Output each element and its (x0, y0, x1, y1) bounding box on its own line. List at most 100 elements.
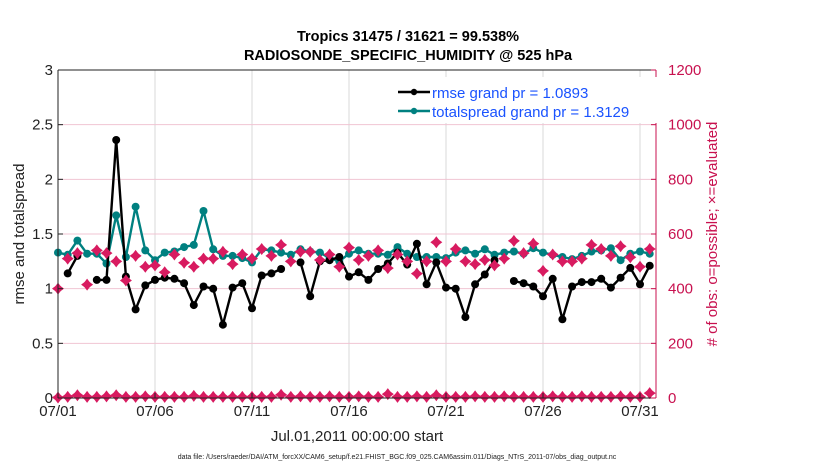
totalspread-point (315, 248, 324, 257)
obs-evaluated-point (129, 249, 142, 262)
rmse-point (587, 278, 596, 287)
rmse-point (180, 279, 189, 288)
obs-possible-point (478, 390, 491, 403)
legend-marker-totalspread (410, 107, 418, 115)
obs-possible-point (507, 390, 520, 403)
obs-evaluated-point (275, 238, 288, 251)
obs-possible-point (449, 390, 462, 403)
rmse-point (529, 282, 538, 291)
obs-possible-point (304, 390, 317, 403)
obs-evaluated-point (420, 255, 433, 268)
obs-evaluated-point (546, 248, 559, 261)
obs-possible-point (81, 390, 94, 403)
rmse-point (151, 275, 159, 284)
obs-evaluated-point (449, 243, 462, 256)
obs-evaluated-point (575, 252, 588, 265)
rmse-point (422, 280, 431, 289)
rmse-point (558, 315, 567, 324)
x-tick-label: 07/31 (621, 403, 659, 420)
obs-evaluated-point (478, 253, 491, 266)
obs-possible-point (527, 390, 540, 403)
totalspread-point (509, 247, 518, 256)
rmse-point (432, 258, 441, 267)
rmse-point (228, 283, 237, 292)
rmse-point (412, 239, 421, 248)
totalspread-point (383, 250, 392, 259)
obs-possible-point (110, 389, 123, 402)
obs-possible-point (139, 390, 152, 403)
rmse-line (96, 138, 282, 326)
obs-evaluated-point (624, 251, 637, 264)
obs-possible-point (216, 390, 229, 403)
obs-evaluated-point (381, 262, 394, 275)
rmse-point (131, 305, 140, 314)
rmse-point (267, 269, 276, 278)
obs-possible-point (313, 390, 326, 403)
obs-evaluated-point (498, 252, 511, 265)
y-right-tick-label: 1200 (668, 62, 701, 79)
obs-possible-point (459, 390, 472, 403)
rmse-point (626, 263, 635, 272)
rmse-point (597, 274, 606, 283)
obs-evaluated-point (313, 253, 326, 266)
obs-possible-point (71, 389, 84, 402)
obs-possible-point (614, 390, 627, 403)
grid (58, 70, 656, 398)
rmse-point (442, 283, 450, 292)
totalspread-point (73, 236, 82, 245)
totalspread-point (403, 249, 412, 258)
obs-possible-point (119, 390, 132, 403)
obs-possible-point (178, 390, 191, 403)
ticks: 07/01 07/06 07/11 07/16 07/21 07/26 07/31 0 0.5 1… (32, 62, 701, 420)
rmse-point (257, 271, 266, 280)
totalspread-point (189, 240, 198, 249)
obs-evaluated-point (168, 248, 181, 261)
rmse-point (509, 277, 518, 285)
obs-evaluated-point (246, 252, 258, 265)
obs-evaluated-point (469, 258, 482, 271)
obs-possible-point (284, 390, 297, 403)
y-right-tick-label: 600 (668, 226, 693, 243)
obs-possible-point (352, 390, 365, 403)
obs-possible-point (498, 390, 511, 403)
chart-title-line1: Tropics 31475 / 31621 = 99.538% (297, 29, 519, 45)
totalspread-point (480, 245, 489, 254)
obs-evaluated-point (333, 260, 346, 273)
obs-possible-point (61, 390, 74, 403)
obs-evaluated-point (352, 253, 365, 266)
obs-evaluated-point (158, 266, 171, 279)
obs-evaluated-point (61, 252, 74, 265)
obs-evaluated-point (556, 255, 569, 268)
x-tick-label: 07/11 (234, 403, 270, 420)
rmse-point (63, 269, 72, 278)
obs-possible-point (488, 390, 501, 403)
obs-evaluated-point (255, 243, 268, 256)
chart-title-line2: RADIOSONDE_SPECIFIC_HUMIDITY @ 525 hPa (244, 48, 573, 64)
obs-evaluated-point (207, 252, 220, 265)
y-tick-label: 0 (45, 390, 53, 407)
obs-possible-point (100, 390, 113, 403)
rmse-point (248, 304, 256, 313)
rmse-point (568, 282, 577, 291)
obs-possible-point (575, 390, 588, 403)
rmse-point (636, 280, 644, 289)
rmse-point (277, 265, 286, 273)
obs-possible-point (372, 390, 385, 403)
x-tick-label: 07/26 (524, 403, 562, 420)
obs-possible-point (168, 390, 181, 403)
obs-possible-point (236, 390, 249, 403)
x-axis-label: Jul.01,2011 00:00:00 start (271, 428, 444, 445)
obs-evaluated-point (391, 248, 404, 261)
obs-possible-point (187, 389, 200, 402)
rmse-point (577, 278, 586, 287)
obs-possible-point (275, 388, 288, 401)
rmse-point (364, 275, 373, 284)
totalspread-point (345, 249, 353, 258)
obs-possible-point (265, 390, 278, 403)
legend: rmse grand pr = 1.0893 totalspread grand… (384, 77, 658, 123)
obs-possible-point (604, 390, 617, 403)
obs-evaluated-point (236, 248, 249, 261)
rmse-point (471, 280, 480, 289)
y-tick-label: 1.5 (32, 226, 53, 243)
obs-possible-point (197, 390, 210, 403)
